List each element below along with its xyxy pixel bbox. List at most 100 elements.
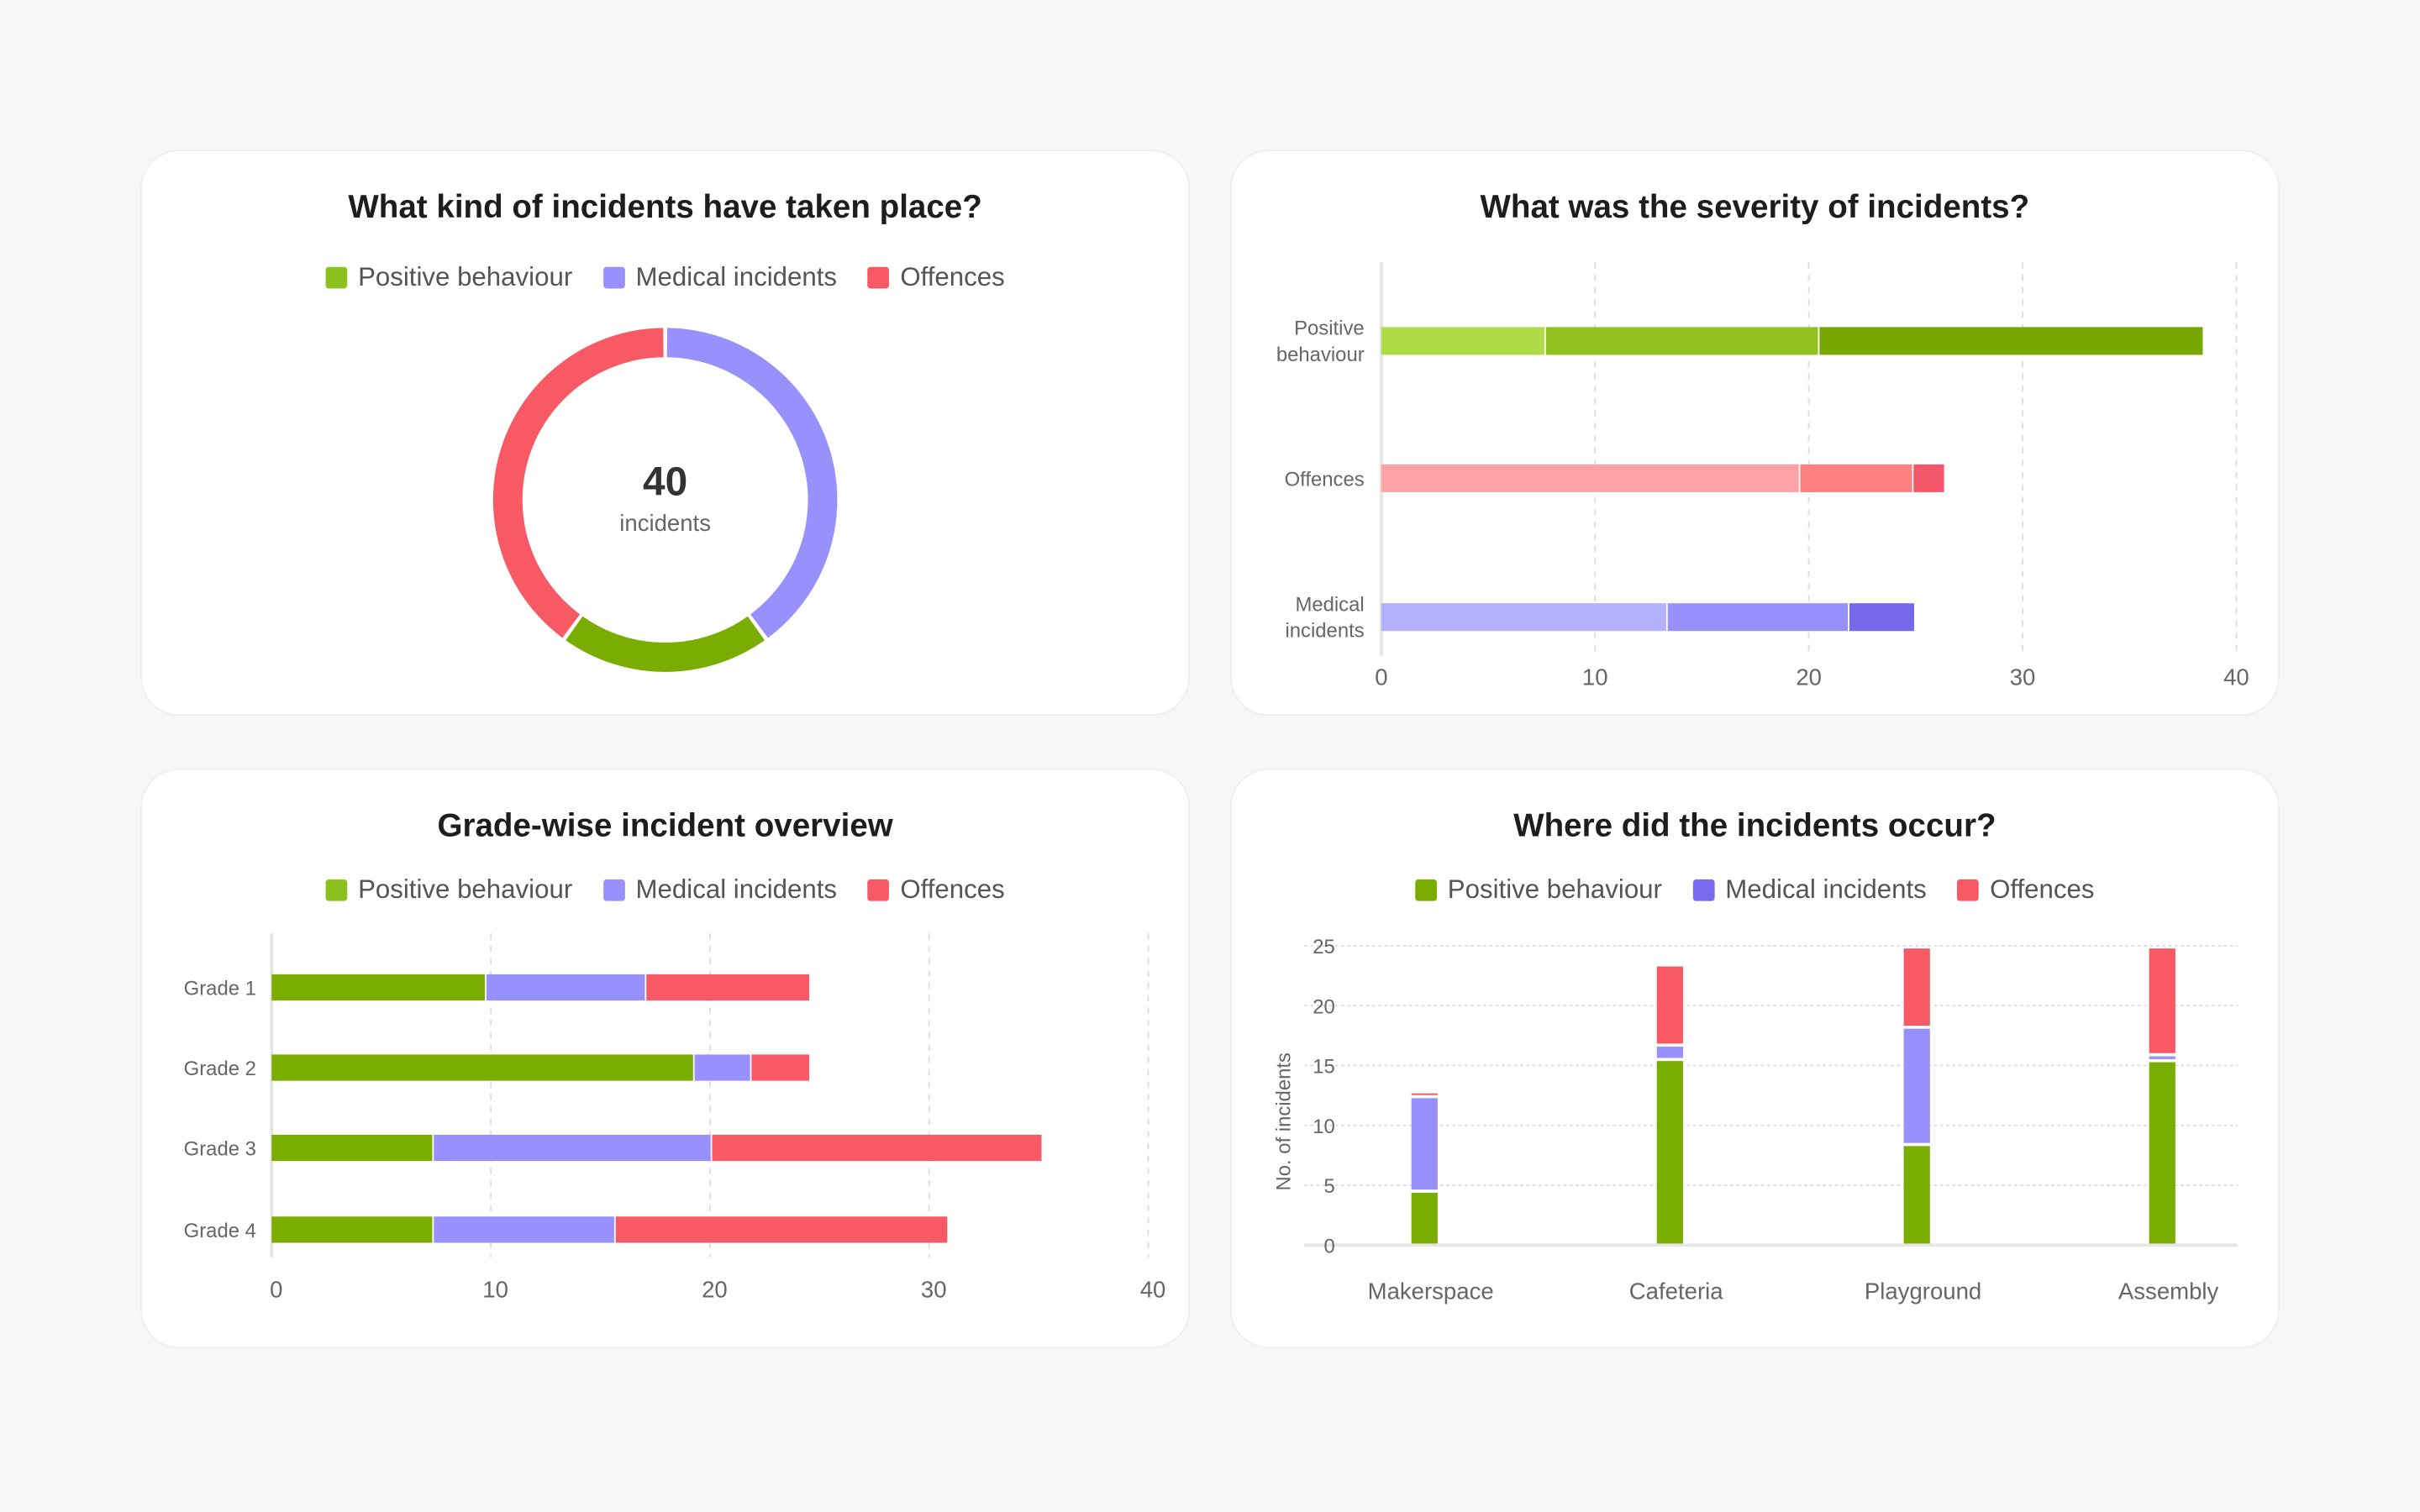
- y-category-label: Grade 4: [184, 1220, 256, 1242]
- y-category-label: Offences: [1285, 469, 1365, 491]
- severity-bar-segment: [1849, 603, 1915, 632]
- donut-slice-positive-behaviour: [566, 616, 765, 672]
- x-category-label: Makerspace: [1368, 1278, 1494, 1305]
- x-tick-label: 0: [1375, 664, 1387, 690]
- location-bar-segment: [1903, 1146, 1930, 1244]
- severity-bar-segment: [1913, 464, 1944, 492]
- y-tick-label: 5: [1323, 1175, 1334, 1198]
- x-tick-label: 40: [2223, 664, 2249, 690]
- grade-bar-segment: [694, 1054, 750, 1081]
- y-axis-label: No. of incidents: [1273, 1053, 1296, 1191]
- location-bar-chart: 0 5 10 15 20 25 No. of incidents Makerspace Cafe…: [1273, 936, 2238, 1305]
- severity-bar-segment: [1819, 327, 2203, 355]
- legend-swatch: [1957, 879, 1980, 901]
- chart-title: What kind of incidents have taken place?: [348, 189, 982, 226]
- incident-types-card: What kind of incidents have taken place?…: [141, 150, 1189, 715]
- x-tick-label: 10: [1582, 664, 1608, 690]
- severity-bar-segment: [1800, 464, 1912, 492]
- grade-bar-segment: [712, 1134, 1042, 1162]
- legend-item-offences[interactable]: Offences: [867, 262, 1005, 293]
- legend: Positive behaviour Medical incidents Off…: [142, 874, 1188, 906]
- location-bar-segment: [1411, 1093, 1438, 1095]
- x-category-label: Assembly: [2118, 1278, 2219, 1305]
- grade-bar-segment: [434, 1216, 614, 1243]
- severity-bar-segment: [1545, 327, 1818, 355]
- y-tick-label: 25: [1313, 936, 1335, 958]
- x-category-label: Cafeteria: [1629, 1278, 1723, 1305]
- grade-bar-segment: [434, 1134, 711, 1162]
- legend-label: Medical incidents: [635, 262, 838, 292]
- severity-card: What was the severity of incidents? 0 10 2…: [1231, 150, 2279, 715]
- legend-item-medical[interactable]: Medical incidents: [602, 262, 838, 293]
- location-bar-segment: [1656, 1047, 1683, 1058]
- grade-bar-segment: [271, 1054, 693, 1081]
- grade-bar-segment: [646, 974, 810, 1001]
- y-tick-label: 20: [1313, 995, 1335, 1018]
- location-bar-segment: [1903, 1028, 1930, 1143]
- y-category-label: Medical incidents: [1285, 593, 1364, 642]
- grade-bar-segment: [271, 974, 486, 1001]
- grade-bar-segment: [751, 1054, 810, 1081]
- grade-bar-segment: [271, 1216, 433, 1243]
- donut-chart: [492, 328, 838, 672]
- y-category-label: Grade 1: [184, 978, 256, 1000]
- y-category-label: Grade 2: [184, 1058, 256, 1080]
- location-bar-segment: [1656, 1061, 1683, 1244]
- location-bar-segment: [2149, 948, 2175, 1053]
- severity-bar-segment: [1667, 603, 1849, 632]
- x-category-label: Playground: [1865, 1278, 1981, 1305]
- y-category-label: Positive behaviour: [1276, 318, 1365, 366]
- legend: Positive behaviour Medical incidents Off…: [1232, 874, 2278, 906]
- legend-swatch: [1415, 879, 1437, 901]
- grade-overview-card: Grade-wise incident overview Positive be…: [141, 769, 1189, 1347]
- grade-bar-segment: [486, 974, 645, 1001]
- donut-slice-medical-incidents: [666, 328, 838, 638]
- legend-label: Medical incidents: [635, 874, 838, 905]
- legend-item-positive[interactable]: Positive behaviour: [1415, 874, 1662, 906]
- y-category-label: Grade 3: [184, 1138, 256, 1161]
- x-tick-label: 0: [270, 1277, 282, 1303]
- legend-label: Offences: [900, 262, 1005, 292]
- y-tick-label: 15: [1313, 1056, 1335, 1079]
- chart-title: What was the severity of incidents?: [1480, 189, 2030, 226]
- legend-label: Offences: [1990, 874, 2095, 905]
- grade-bar-segment: [271, 1134, 433, 1162]
- severity-bar-segment: [1381, 603, 1666, 632]
- x-tick-label: 30: [2010, 664, 2036, 690]
- legend-label: Offences: [900, 874, 1005, 905]
- location-bar-segment: [1656, 966, 1683, 1044]
- donut-slice-offences: [492, 328, 664, 638]
- legend-item-positive[interactable]: Positive behaviour: [325, 874, 572, 906]
- legend-label: Positive behaviour: [358, 262, 573, 292]
- total-incidents-value: 40: [643, 458, 688, 505]
- y-tick-label: 0: [1323, 1235, 1334, 1257]
- chart-title: Grade-wise incident overview: [437, 808, 893, 844]
- legend-item-medical[interactable]: Medical incidents: [602, 874, 838, 906]
- legend-swatch: [325, 879, 348, 901]
- location-bar-segment: [2149, 1056, 2175, 1059]
- legend: Positive behaviour Medical incidents Off…: [142, 262, 1188, 293]
- legend-item-positive[interactable]: Positive behaviour: [325, 262, 572, 293]
- legend-item-offences[interactable]: Offences: [867, 874, 1005, 906]
- total-incidents-label: incidents: [619, 510, 711, 538]
- x-tick-label: 40: [1140, 1277, 1166, 1303]
- location-bar-segment: [1903, 948, 1930, 1026]
- severity-bar-segment: [1381, 464, 1799, 492]
- grade-bar-segment: [615, 1216, 948, 1243]
- legend-swatch: [602, 266, 625, 289]
- legend-swatch: [867, 879, 890, 901]
- location-bar-segment: [2149, 1062, 2175, 1244]
- legend-swatch: [325, 266, 348, 289]
- location-bar-segment: [1411, 1192, 1438, 1244]
- x-tick-label: 10: [482, 1277, 508, 1303]
- location-bar-segment: [1411, 1098, 1438, 1190]
- legend-item-offences[interactable]: Offences: [1957, 874, 2095, 906]
- legend-swatch: [1692, 879, 1715, 901]
- locations-card: Where did the incidents occur? Positive …: [1231, 769, 2279, 1347]
- legend-swatch: [602, 879, 625, 901]
- x-tick-label: 20: [1796, 664, 1822, 690]
- legend-item-medical[interactable]: Medical incidents: [1692, 874, 1927, 906]
- legend-label: Positive behaviour: [1447, 874, 1662, 905]
- legend-label: Positive behaviour: [358, 874, 573, 905]
